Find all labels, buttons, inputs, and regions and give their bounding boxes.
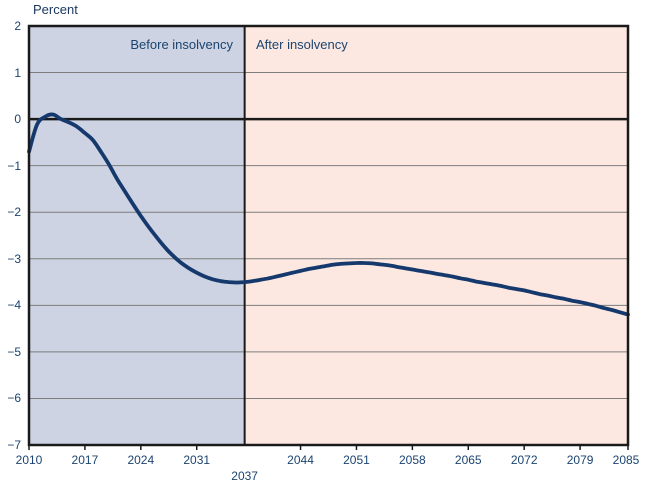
y-axis-tick-label: −2	[7, 205, 21, 220]
x-axis-tick-label: 2031	[183, 453, 211, 467]
y-axis-tick-label: 2	[14, 19, 21, 33]
divider-year-label: 2037	[231, 469, 258, 483]
y-axis-tick-label: −5	[7, 344, 21, 359]
x-axis-tick-label: 2072	[510, 453, 538, 467]
y-axis-tick-label: −6	[7, 391, 21, 406]
y-axis-unit-label: Percent	[33, 2, 78, 17]
y-axis-tick-label: −4	[7, 298, 21, 313]
x-axis-tick-label: 2079	[566, 453, 594, 467]
x-axis-tick-label: 2017	[71, 453, 99, 467]
x-axis-tick-label: 2051	[343, 453, 370, 467]
x-axis-tick-label: 2024	[127, 453, 155, 467]
x-axis-tick-label: 2085	[612, 453, 640, 467]
y-axis-tick-label: −3	[7, 251, 21, 266]
plot-border	[27, 24, 630, 447]
y-axis-tick-label: 0	[14, 112, 21, 127]
before-insolvency-label: Before insolvency	[130, 37, 233, 52]
before-insolvency-region	[29, 26, 245, 445]
y-axis-tick-label: −7	[7, 438, 21, 452]
trend-line	[27, 112, 630, 317]
y-axis-tick-label: −1	[7, 158, 21, 173]
x-axis-tick-label: 2044	[287, 453, 314, 467]
x-axis-tick-label: 2058	[399, 453, 426, 467]
after-insolvency-label: After insolvency	[256, 37, 348, 52]
y-axis-tick-label: 1	[14, 65, 21, 80]
after-insolvency-region	[244, 26, 628, 445]
x-axis-tick-label: 2065	[454, 453, 482, 467]
x-axis-tick-label: 2010	[15, 453, 43, 467]
